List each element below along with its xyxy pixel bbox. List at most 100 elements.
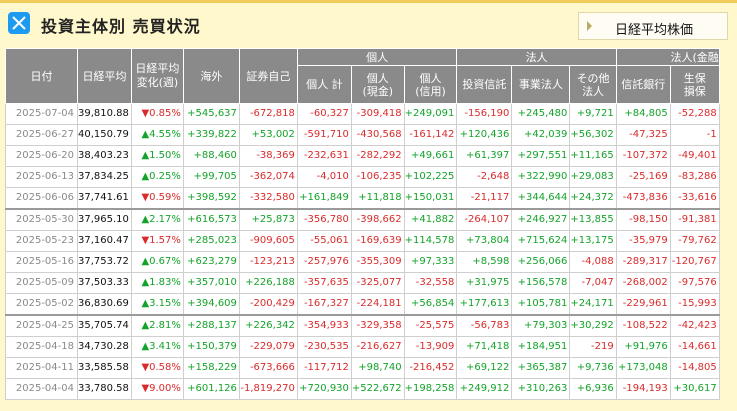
col-nikkei: 日経平均 (77, 48, 132, 104)
trust-bank-cell: -25,169 (615, 166, 671, 188)
nikkei-cell: 37,753.72 (77, 251, 132, 273)
nikkei-cell: 37,741.61 (77, 187, 132, 210)
investment-trust-cell: -2,648 (456, 166, 513, 188)
individual-cash-cell: +522,672 (350, 378, 405, 400)
business-corp-cell: +184,951 (511, 336, 571, 358)
change-cell: ▼9.00% (130, 378, 184, 400)
foreign-cell: +158,229 (182, 357, 240, 379)
nikkei-cell: 33,780.58 (77, 378, 132, 400)
nikkei-cell: 37,503.33 (77, 272, 132, 294)
table-row: 2025-06-27 40,150.79 ▲4.55% +339,822 +53,002… (5, 124, 720, 146)
foreign-cell: +601,126 (182, 378, 240, 400)
individual-margin-cell: +56,854 (403, 293, 458, 316)
nikkei-average-tab[interactable]: 日経平均株価 (578, 12, 728, 40)
foreign-cell: +623,279 (182, 251, 240, 273)
other-corp-cell: +9,736 (569, 357, 617, 379)
other-corp-cell: +30,292 (569, 314, 617, 337)
foreign-cell: +545,637 (182, 103, 240, 125)
individual-cash-cell: -169,639 (350, 230, 405, 252)
business-corp-cell: +344,644 (511, 187, 571, 210)
date-cell: 2025-04-25 (5, 314, 78, 337)
table-row: 2025-04-04 33,780.58 ▼9.00% +601,126 -1,819,… (5, 378, 720, 400)
nikkei-cell: 38,403.23 (77, 145, 132, 167)
table-row: 2025-06-06 37,741.61 ▼0.59% +398,592 -332,58… (5, 187, 720, 210)
individual-margin-cell: +198,258 (403, 378, 458, 400)
change-cell: ▲2.81% (130, 314, 184, 337)
other-corp-cell: +9,721 (569, 103, 617, 125)
business-corp-cell: +156,578 (511, 272, 571, 294)
col-nikkei-change: 日経平均 変化(週) (130, 48, 184, 104)
col-individual-cash: 個人 (現金) (350, 65, 405, 104)
table-row: 2025-07-04 39,810.88 ▼0.85% +545,637 -672,81… (5, 103, 720, 125)
securities-cell: -1,819,270 (238, 378, 298, 400)
individual-total-cell: -167,327 (296, 293, 352, 316)
investment-trust-cell: +8,598 (456, 251, 513, 273)
group-corporate: 法人 (456, 48, 617, 66)
foreign-cell: +99,705 (182, 166, 240, 188)
col-date: 日付 (5, 48, 78, 104)
col-foreign: 海外 (182, 48, 240, 104)
trust-bank-cell: +91,976 (615, 336, 671, 358)
business-corp-cell: +322,990 (511, 166, 571, 188)
other-corp-cell: -4,088 (569, 251, 617, 273)
individual-cash-cell: -224,181 (350, 293, 405, 316)
individual-margin-cell: +102,225 (403, 166, 458, 188)
life-insurance-cell: -14,661 (669, 336, 720, 358)
change-cell: ▲2.17% (130, 208, 184, 231)
trading-table: 日付 日経平均 日経平均 変化(週) 海外 証券自己 個人 法人 法人(金融 個… (5, 48, 720, 400)
change-cell: ▲3.41% (130, 336, 184, 358)
trust-bank-cell: -107,372 (615, 145, 671, 167)
date-cell: 2025-04-04 (5, 378, 78, 400)
individual-margin-cell: +41,882 (403, 208, 458, 231)
other-corp-cell: +13,855 (569, 208, 617, 231)
date-cell: 2025-04-11 (5, 357, 78, 379)
trust-bank-cell: -268,002 (615, 272, 671, 294)
individual-total-cell: +161,849 (296, 187, 352, 210)
individual-margin-cell: +150,031 (403, 187, 458, 210)
investment-trust-cell: +69,122 (456, 357, 513, 379)
change-cell: ▼0.85% (130, 103, 184, 125)
individual-total-cell: -354,933 (296, 314, 352, 337)
individual-total-cell: +720,930 (296, 378, 352, 400)
life-insurance-cell: -33,616 (669, 187, 720, 210)
business-corp-cell: +256,066 (511, 251, 571, 273)
table-row: 2025-06-13 37,834.25 ▲0.25% +99,705 -362,074… (5, 166, 720, 188)
individual-margin-cell: -25,575 (403, 314, 458, 337)
individual-total-cell: -117,712 (296, 357, 352, 379)
individual-cash-cell: +11,818 (350, 187, 405, 210)
business-corp-cell: +79,303 (511, 314, 571, 337)
nikkei-cell: 33,585.58 (77, 357, 132, 379)
individual-total-cell: -232,631 (296, 145, 352, 167)
business-corp-cell: +715,624 (511, 230, 571, 252)
table-row: 2025-04-25 35,705.74 ▲2.81% +288,137 +226,34… (5, 314, 720, 337)
individual-margin-cell: +49,661 (403, 145, 458, 167)
individual-cash-cell: -430,568 (350, 124, 405, 146)
securities-cell: -362,074 (238, 166, 298, 188)
individual-margin-cell: +97,333 (403, 251, 458, 273)
life-insurance-cell: -97,576 (669, 272, 720, 294)
group-individual: 個人 (296, 48, 458, 66)
x-share-icon[interactable] (8, 12, 30, 34)
date-cell: 2025-06-06 (5, 187, 78, 210)
change-cell: ▲1.83% (130, 272, 184, 294)
individual-total-cell: -357,635 (296, 272, 352, 294)
table-row: 2025-05-16 37,753.72 ▲0.67% +623,279 -123,21… (5, 251, 720, 273)
foreign-cell: +357,010 (182, 272, 240, 294)
individual-total-cell: -356,780 (296, 208, 352, 231)
trust-bank-cell: -229,961 (615, 293, 671, 316)
col-trust-bank: 信託銀行 (615, 65, 671, 104)
nikkei-cell: 36,830.69 (77, 293, 132, 316)
individual-margin-cell: -13,909 (403, 336, 458, 358)
date-cell: 2025-05-16 (5, 251, 78, 273)
other-corp-cell: +11,165 (569, 145, 617, 167)
trust-bank-cell: +173,048 (615, 357, 671, 379)
date-cell: 2025-07-04 (5, 103, 78, 125)
table-row: 2025-04-18 34,730.28 ▲3.41% +150,379 -229,07… (5, 336, 720, 358)
date-cell: 2025-05-30 (5, 208, 78, 231)
trust-bank-cell: -47,325 (615, 124, 671, 146)
investment-trust-cell: -21,117 (456, 187, 513, 210)
date-cell: 2025-05-02 (5, 293, 78, 316)
business-corp-cell: +42,039 (511, 124, 571, 146)
date-cell: 2025-04-18 (5, 336, 78, 358)
investment-trust-cell: +249,912 (456, 378, 513, 400)
